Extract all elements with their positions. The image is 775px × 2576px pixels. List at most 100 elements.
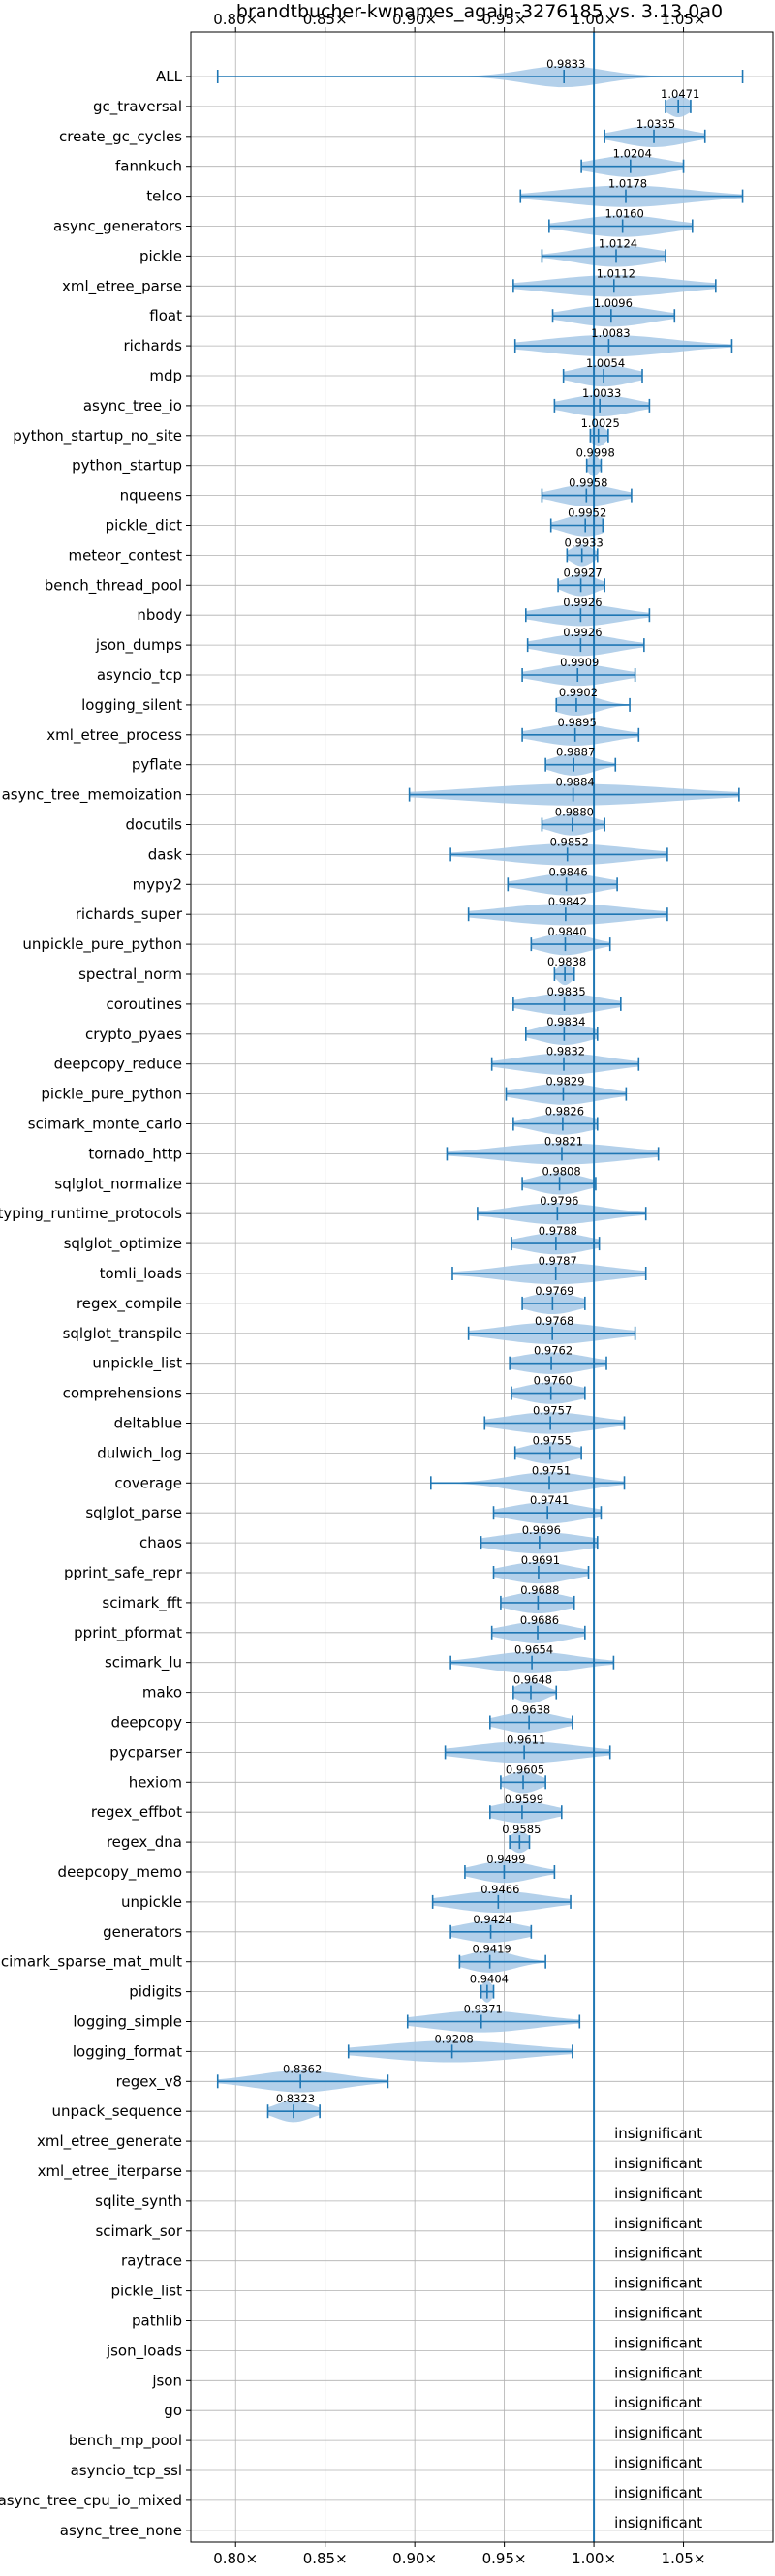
category-label: deltablue (114, 1415, 182, 1432)
category-label: sqlglot_normalize (54, 1175, 182, 1193)
x-ticks-top: 0.80× 0.85× 0.90× 0.95× 1.00× 1.05× (213, 11, 706, 32)
x-tick-label-top: 0.85× (303, 11, 348, 28)
value-label: 0.9648 (513, 1673, 552, 1687)
category-label: create_gc_cycles (59, 128, 182, 146)
value-label: 0.9952 (568, 506, 606, 520)
value-label: 1.0054 (586, 356, 625, 370)
plot-frame (190, 31, 774, 2543)
category-label: mdp (149, 367, 182, 384)
category-label: tomli_loads (100, 1265, 183, 1283)
x-tick-label-bottom: 0.80× (213, 2550, 258, 2567)
category-label: scimark_monte_carlo (28, 1116, 182, 1134)
value-label: 1.0096 (594, 296, 633, 310)
value-label: 0.9998 (576, 446, 615, 460)
insignificant-label: insignificant (614, 2305, 702, 2322)
category-label: async_tree_io (83, 397, 182, 415)
value-label: 0.9927 (563, 566, 602, 579)
insignificant-label: insignificant (614, 2454, 702, 2471)
value-label: 0.9832 (546, 1045, 585, 1058)
category-label: deepcopy (111, 1714, 182, 1732)
value-label: 0.9208 (434, 2032, 473, 2045)
category-label: regex_compile (77, 1295, 182, 1313)
value-label: 0.9757 (533, 1404, 572, 1418)
value-label: 0.9846 (548, 865, 587, 878)
category-label: xml_etree_generate (37, 2132, 182, 2151)
category-label: docutils (126, 816, 183, 834)
value-label: 0.9887 (556, 746, 595, 759)
category-label: bench_mp_pool (69, 2432, 182, 2450)
value-label: 0.9688 (520, 1583, 559, 1597)
category-label: coroutines (106, 996, 182, 1013)
value-label: 0.9788 (539, 1224, 577, 1238)
category-label: scimark_sor (95, 2223, 182, 2241)
value-label: 0.9835 (546, 985, 585, 998)
whisker-layer (216, 70, 744, 2119)
category-label: async_tree_memoization (2, 786, 182, 805)
category-label: mako (142, 1684, 182, 1702)
x-tick-label-bottom: 0.95× (482, 2550, 527, 2567)
value-label: 0.9852 (550, 835, 589, 848)
value-label: 1.0033 (582, 386, 621, 400)
x-tick-label-bottom: 0.90× (392, 2550, 437, 2567)
category-label: pickle (140, 247, 182, 264)
category-label: regex_effbot (91, 1803, 182, 1822)
category-label: xml_etree_iterparse (38, 2162, 182, 2181)
category-label: unpickle_list (92, 1355, 182, 1373)
category-label: hexiom (129, 1773, 182, 1791)
category-label: coverage (114, 1474, 182, 1491)
insignificant-label: insignificant (614, 2185, 702, 2202)
value-label: 0.9880 (555, 806, 594, 819)
value-label: 0.9404 (470, 1973, 509, 1986)
value-label: 0.9787 (539, 1254, 577, 1268)
value-label: 0.8362 (283, 2062, 322, 2075)
value-label: 1.0083 (591, 326, 630, 340)
x-tick-label-bottom: 0.85× (303, 2550, 348, 2567)
value-labels: 0.9833 1.0471 1.0335 1.0204 1.0178 1.0160 1.01… (276, 57, 702, 2531)
value-label: 0.9926 (563, 596, 602, 609)
category-label: logging_format (73, 2042, 182, 2061)
category-labels: ALL gc_traversal create_gc_cycles fannkuch t… (0, 68, 191, 2540)
value-label: 0.9834 (546, 1015, 585, 1028)
category-label: pickle_list (110, 2283, 182, 2301)
insignificant-label: insignificant (614, 2424, 702, 2441)
category-label: pathlib (132, 2313, 182, 2330)
category-label: json (151, 2372, 182, 2389)
category-label: json_dumps (95, 636, 182, 655)
category-label: fannkuch (115, 158, 182, 175)
category-label: crypto_pyaes (85, 1026, 182, 1044)
category-label: pprint_pformat (74, 1624, 182, 1642)
chart-title: brandtbucher-kwnames_again-3276185 vs. 3… (236, 1, 723, 22)
x-tick-label-top: 0.90× (392, 11, 437, 28)
value-label: 0.9762 (534, 1344, 573, 1358)
category-label: float (149, 307, 182, 324)
category-label: richards (123, 337, 182, 354)
value-label: 0.8323 (276, 2092, 315, 2105)
insignificant-label: insignificant (614, 2514, 702, 2531)
value-label: 1.0178 (608, 177, 647, 191)
category-label: mypy2 (133, 875, 182, 893)
value-label: 0.9958 (569, 476, 607, 490)
category-label: async_tree_cpu_io_mixed (0, 2492, 182, 2510)
category-label: unpickle_pure_python (22, 935, 182, 954)
value-label: 0.9884 (556, 776, 595, 789)
category-label: unpack_sequence (52, 2102, 182, 2121)
value-label: 1.0471 (661, 87, 699, 101)
value-label: 0.9840 (547, 925, 586, 938)
category-label: xml_etree_process (46, 726, 182, 745)
category-label: nbody (137, 606, 182, 624)
category-label: scimark_sparse_mat_mult (0, 1953, 182, 1972)
value-label: 0.9821 (544, 1134, 583, 1148)
category-label: sqlglot_transpile (63, 1325, 182, 1343)
category-label: comprehensions (63, 1385, 183, 1402)
x-tick-label-top: 1.00× (572, 11, 616, 28)
x-ticks-bottom: 0.80× 0.85× 0.90× 0.95× 1.00× 1.05× (213, 2542, 706, 2567)
category-label: unpickle (121, 1893, 182, 1911)
category-label: python_startup (72, 457, 182, 475)
value-label: 0.9895 (558, 716, 597, 729)
value-label: 1.0204 (613, 147, 652, 161)
value-label: 0.9760 (534, 1374, 573, 1388)
category-label: go (164, 2402, 182, 2419)
value-label: 0.9838 (547, 955, 586, 968)
value-label: 1.0335 (636, 117, 675, 131)
insignificant-label: insignificant (614, 2245, 702, 2262)
